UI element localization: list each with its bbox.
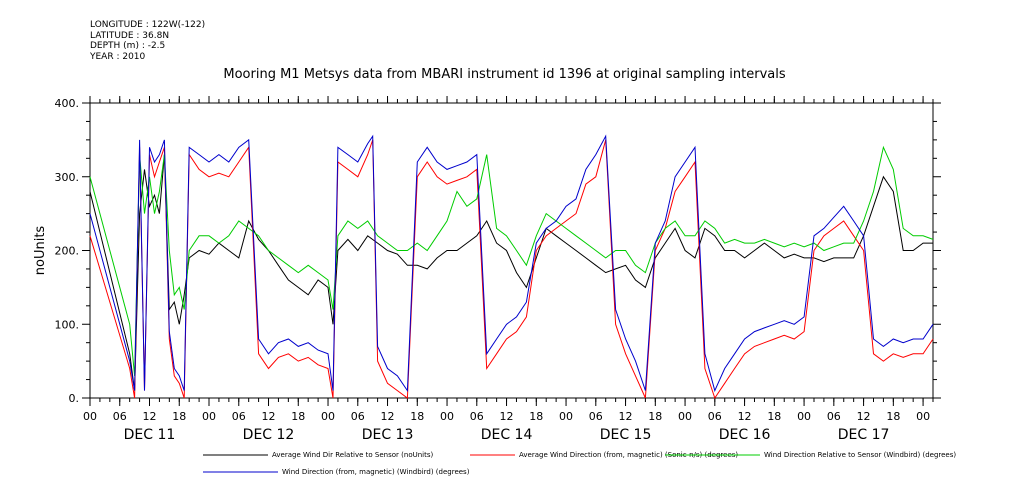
x-tick-label: 12 (619, 410, 633, 423)
day-label: DEC 17 (838, 427, 890, 443)
x-tick-label: 06 (232, 410, 246, 423)
x-tick-label: 00 (83, 410, 97, 423)
x-tick-label: 18 (529, 410, 543, 423)
y-axis-label: noUnits (33, 226, 48, 276)
x-tick-label: 12 (381, 410, 395, 423)
legend-label-2: Average Wind Direction (from, magnetic) … (519, 451, 738, 459)
legend-label-3: Wind Direction Relative to Sensor (Windb… (764, 451, 956, 459)
y-tick-label: 200. (55, 245, 80, 258)
plot-frame (89, 102, 934, 399)
x-tick-label: 06 (351, 410, 365, 423)
depth-label: DEPTH (m) : -2.5 (90, 41, 166, 51)
x-tick-label: 18 (648, 410, 662, 423)
x-tick-label: 00 (321, 410, 335, 423)
x-tick-label: 00 (559, 410, 573, 423)
x-tick-label: 06 (113, 410, 127, 423)
x-tick-label: 00 (797, 410, 811, 423)
x-tick-label: 06 (589, 410, 603, 423)
day-label: DEC 11 (124, 427, 176, 443)
latitude-label: LATITUDE : 36.8N (90, 30, 170, 41)
series-line-1 (89, 154, 933, 391)
metadata-block: LONGITUDE : 122W(-122) LATITUDE : 36.8N … (90, 20, 205, 62)
x-tick-label: 00 (440, 410, 454, 423)
x-tick-label: 12 (143, 410, 157, 423)
x-tick-label: 00 (202, 410, 216, 423)
y-tick-label: 0. (69, 392, 80, 405)
x-tick-label: 18 (767, 410, 781, 423)
day-label: DEC 15 (600, 427, 652, 443)
x-tick-label: 06 (708, 410, 722, 423)
x-tick-label: 18 (172, 410, 186, 423)
y-tick-label: 300. (55, 171, 80, 184)
day-label: DEC 16 (719, 427, 771, 443)
longitude-label: LONGITUDE : 122W(-122) (90, 20, 206, 30)
x-tick-label: 18 (410, 410, 424, 423)
x-tick-label: 00 (916, 410, 930, 423)
x-tick-label: 12 (262, 410, 276, 423)
y-tick-label: 100. (55, 318, 80, 331)
x-tick-label: 06 (470, 410, 484, 423)
day-label: DEC 13 (362, 427, 414, 443)
y-tick-label: 400. (55, 97, 80, 110)
x-tick-label: 06 (827, 410, 841, 423)
day-label: DEC 14 (481, 427, 533, 443)
chart-title: Mooring M1 Metsys data from MBARI instru… (223, 67, 786, 82)
legend-label-4: Wind Direction (from, magnetic) (Windbir… (282, 468, 470, 476)
x-tick-label: 18 (291, 410, 305, 423)
series-line-4 (89, 134, 934, 393)
x-tick-label: 00 (678, 410, 692, 423)
series-line-2 (89, 139, 934, 400)
x-tick-label: 12 (857, 410, 871, 423)
legend-label-1: Average Wind Dir Relative to Sensor (noU… (272, 451, 433, 459)
x-tick-label: 18 (886, 410, 900, 423)
series-line-3 (89, 145, 934, 376)
year-label: YEAR : 2010 (90, 51, 146, 62)
day-label: DEC 12 (243, 427, 295, 443)
x-tick-label: 12 (500, 410, 514, 423)
x-tick-label: 12 (738, 410, 752, 423)
